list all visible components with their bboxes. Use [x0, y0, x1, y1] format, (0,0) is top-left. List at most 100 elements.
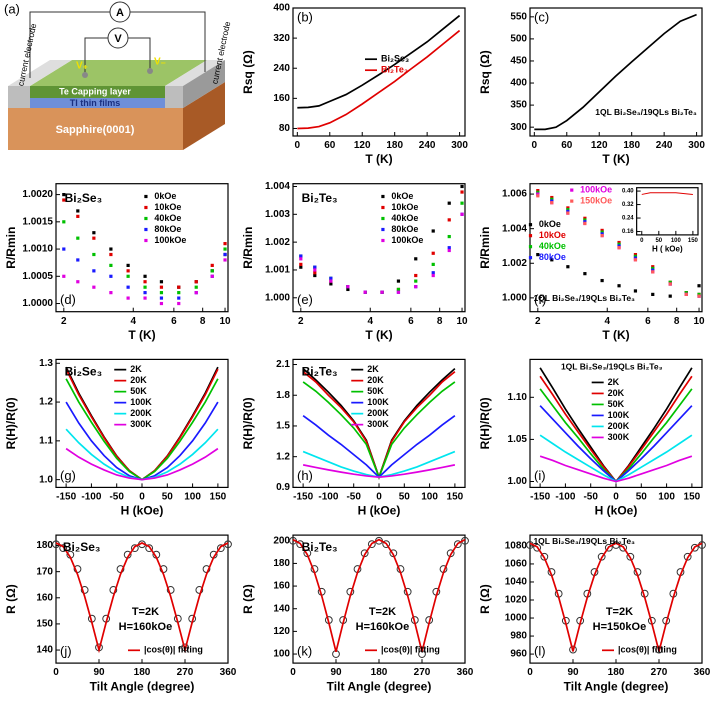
plot-frame [292, 358, 466, 488]
x-tick-label: 10 [456, 316, 468, 327]
data-line [529, 542, 703, 652]
y-tick-label: 1.0005 [22, 271, 53, 282]
legend-label: 20K [608, 388, 625, 398]
data-point [617, 284, 621, 288]
legend-swatch [528, 234, 533, 238]
data-line [297, 14, 461, 109]
legend-label: 50K [130, 386, 147, 396]
x-tick-label: 2 [61, 316, 67, 327]
data-point [583, 218, 587, 222]
panel-label: (k) [297, 644, 312, 659]
annotation: T=2K [132, 606, 159, 618]
data-point [76, 209, 80, 213]
data-point [62, 274, 66, 278]
x-tick-label: 150 [210, 492, 227, 503]
x-tick-label: 4 [367, 316, 373, 327]
data-point [583, 272, 587, 276]
data-point [76, 214, 80, 218]
data-point [651, 265, 655, 269]
data-point [130, 544, 139, 553]
data-point [62, 192, 66, 197]
y-axis-title: R(H)/R(0) [478, 397, 492, 449]
x-tick-label: -50 [583, 492, 598, 503]
data-point [177, 296, 181, 300]
legend-swatch [144, 205, 148, 210]
wire [130, 11, 206, 72]
panel-label: (b) [297, 9, 313, 24]
x-tick-label: 100 [184, 492, 201, 503]
x-tick-label: 0 [290, 667, 296, 678]
data-point [396, 279, 401, 283]
legend-label: 10kOe [154, 202, 181, 212]
data-point [194, 285, 198, 289]
data-point [550, 197, 554, 201]
data-point [583, 216, 587, 220]
y-tick-label: 1.05 [508, 434, 528, 445]
data-point [536, 189, 540, 193]
y-tick-label: 1.3 [39, 358, 53, 369]
data-point [633, 256, 638, 260]
data-point [684, 292, 688, 297]
x-tick-label: 100 [671, 238, 682, 244]
y-tick-label: 1040 [505, 577, 528, 588]
data-point [109, 291, 113, 295]
panel-label: (l) [534, 644, 546, 659]
y-tick-label: 1.8 [276, 390, 290, 401]
data-point [299, 262, 303, 266]
x-tick-label: -100 [555, 492, 575, 503]
y-axis-title: R (Ω) [4, 584, 18, 614]
panel-label: (h) [297, 468, 313, 483]
x-tick-label: 0 [532, 140, 538, 151]
y-tick-label: 1.2 [39, 397, 53, 408]
y-tick-label: 1.000 [265, 292, 290, 303]
y-tick-label: 1.0015 [22, 216, 53, 227]
probe-label: V₊ [76, 61, 88, 72]
x-axis-title: T (K) [602, 152, 629, 166]
x-tick-label: -150 [530, 492, 550, 503]
data-point [566, 208, 570, 212]
y-axis-title: R/Rmin [4, 227, 18, 269]
x-axis-title: Tilt Angle (degree) [90, 679, 195, 693]
voltmeter-label: V [114, 33, 122, 45]
data-point [396, 287, 401, 292]
data-point [109, 586, 118, 594]
data-point [92, 252, 96, 257]
data-point [126, 263, 130, 268]
data-line [65, 447, 219, 481]
y-tick-label: 140 [36, 645, 53, 656]
annotation: T=2K [369, 606, 396, 618]
legend-label: 20K [367, 375, 384, 385]
data-point [299, 257, 303, 261]
data-point [62, 198, 66, 202]
data-point [159, 296, 164, 300]
plot-frame [529, 7, 703, 137]
x-tick-label: 0 [139, 492, 145, 503]
legend-label: 100K [130, 397, 152, 407]
x-tick-label: -100 [81, 492, 101, 503]
y-tick-label: 100 [273, 649, 290, 660]
x-tick-label: 150 [688, 238, 699, 244]
data-point [367, 540, 376, 549]
y-tick-label: 350 [510, 100, 527, 111]
data-line [302, 464, 456, 479]
data-point [210, 263, 214, 268]
data-point [697, 284, 701, 288]
y-tick-label: 1.000 [502, 293, 527, 304]
y-tick-label: 240 [273, 63, 290, 74]
legend-label: 10kOe [391, 202, 418, 212]
data-point [329, 276, 333, 280]
y-tick-label: 1.001 [265, 265, 290, 276]
data-point [109, 263, 113, 268]
y-tick-label: 1.5 [276, 421, 290, 432]
data-point [414, 273, 418, 278]
x-tick-label: 120 [591, 140, 608, 151]
data-point [313, 271, 317, 275]
panel-title: Bi₂Te₃ [302, 191, 338, 205]
x-tick-label: 360 [457, 667, 474, 678]
data-point [313, 268, 317, 272]
y-tick-label: 1060 [505, 559, 528, 570]
data-point [447, 218, 451, 222]
data-point [583, 220, 587, 224]
x-axis-title: H ( kOe) [652, 244, 683, 253]
data-point [617, 246, 621, 250]
